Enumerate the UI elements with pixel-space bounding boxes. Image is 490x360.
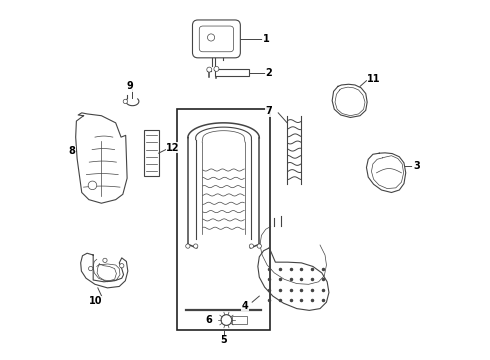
Text: 8: 8 [68,147,75,157]
Circle shape [123,99,127,104]
Circle shape [88,181,97,190]
Circle shape [186,244,190,248]
Text: 6: 6 [206,315,213,325]
Circle shape [103,258,107,262]
Circle shape [214,66,219,71]
Text: 10: 10 [89,296,102,306]
Bar [215,68,248,76]
Bar [144,130,159,176]
Text: 1: 1 [263,34,270,44]
FancyBboxPatch shape [193,20,241,58]
Text: 9: 9 [126,81,133,91]
Circle shape [249,244,253,248]
FancyBboxPatch shape [199,26,234,52]
Circle shape [89,266,93,271]
Text: 7: 7 [266,107,272,116]
Bar [232,316,247,324]
Text: 11: 11 [367,74,381,84]
Circle shape [120,264,124,268]
Circle shape [257,244,262,248]
Circle shape [194,244,198,248]
Circle shape [207,67,212,72]
Text: 5: 5 [220,335,227,345]
Text: 12: 12 [167,143,180,153]
Text: 3: 3 [413,161,419,171]
Text: 4: 4 [242,301,248,311]
Circle shape [207,34,215,41]
Text: 2: 2 [266,68,272,78]
Circle shape [221,315,232,325]
Bar [177,109,270,330]
